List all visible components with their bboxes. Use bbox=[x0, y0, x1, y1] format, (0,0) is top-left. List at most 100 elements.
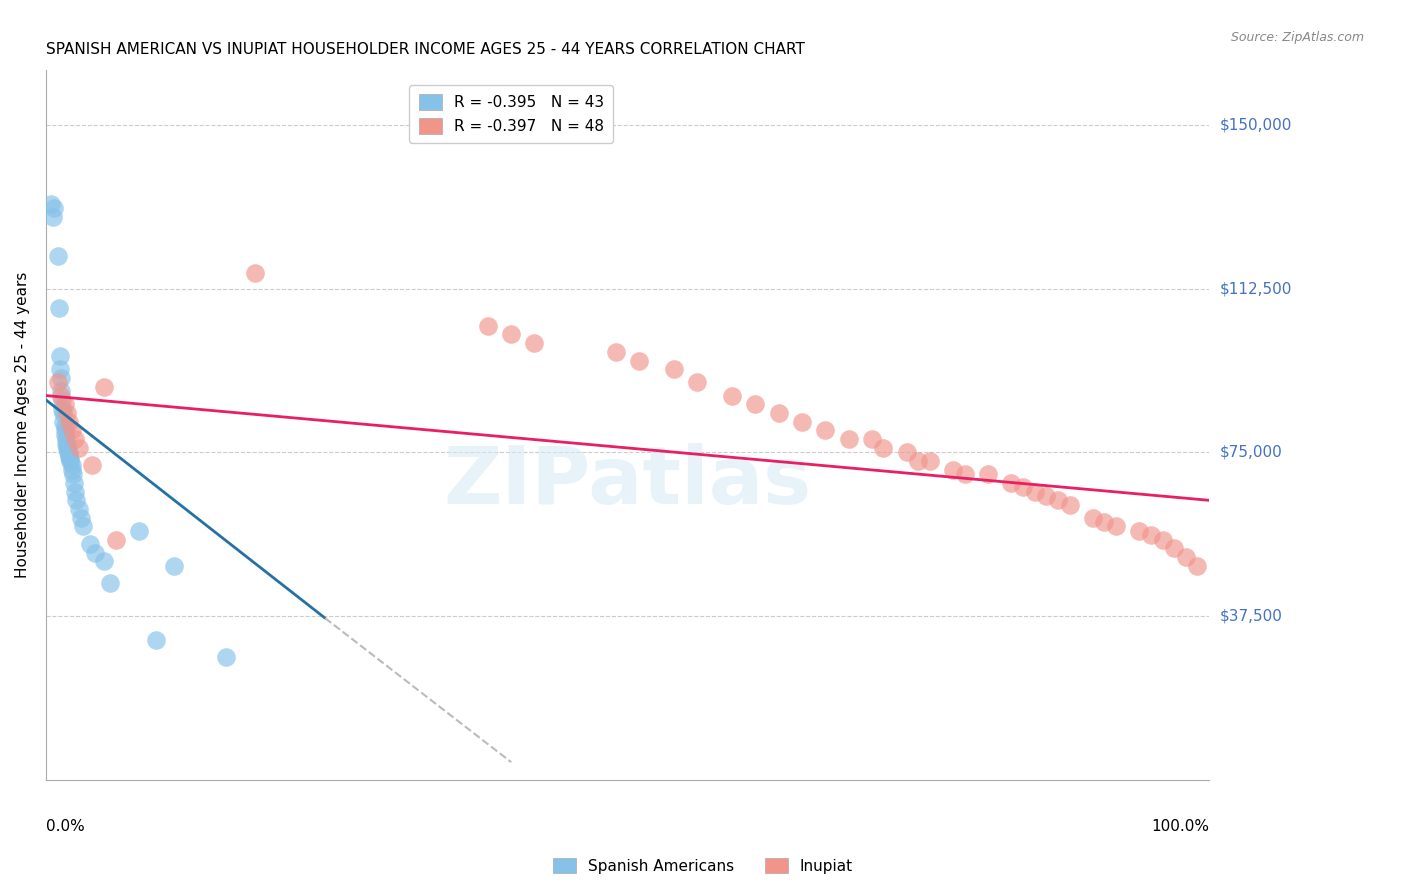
Point bbox=[1140, 528, 1163, 542]
Point bbox=[215, 650, 238, 665]
Legend: Spanish Americans, Inupiat: Spanish Americans, Inupiat bbox=[547, 852, 859, 880]
Point bbox=[1092, 515, 1115, 529]
Point bbox=[53, 424, 76, 438]
Point bbox=[46, 376, 69, 390]
Point bbox=[70, 510, 93, 524]
Point bbox=[53, 397, 76, 411]
Point bbox=[67, 502, 90, 516]
Point bbox=[82, 458, 104, 473]
Point bbox=[662, 362, 685, 376]
Legend: R = -0.395   N = 43, R = -0.397   N = 48: R = -0.395 N = 43, R = -0.397 N = 48 bbox=[409, 85, 613, 143]
Text: 0.0%: 0.0% bbox=[46, 819, 84, 834]
Point bbox=[605, 345, 627, 359]
Point bbox=[860, 432, 883, 446]
Point bbox=[686, 376, 709, 390]
Point bbox=[56, 443, 79, 458]
Point bbox=[93, 380, 115, 394]
Point bbox=[56, 406, 79, 420]
Point bbox=[58, 415, 80, 429]
Point bbox=[1012, 480, 1035, 494]
Point bbox=[953, 467, 976, 482]
Point bbox=[56, 439, 79, 453]
Point bbox=[1059, 498, 1081, 512]
Point bbox=[628, 353, 651, 368]
Point bbox=[65, 493, 87, 508]
Point bbox=[49, 384, 72, 399]
Point bbox=[51, 401, 73, 416]
Point bbox=[1128, 524, 1150, 538]
Point bbox=[67, 441, 90, 455]
Text: 100.0%: 100.0% bbox=[1152, 819, 1209, 834]
Point bbox=[51, 392, 73, 407]
Point bbox=[977, 467, 1000, 482]
Point bbox=[1000, 475, 1022, 490]
Point bbox=[63, 432, 86, 446]
Point bbox=[838, 432, 860, 446]
Point bbox=[53, 427, 76, 442]
Point bbox=[58, 450, 80, 464]
Point bbox=[39, 196, 62, 211]
Point bbox=[55, 436, 77, 450]
Point bbox=[49, 388, 72, 402]
Point bbox=[79, 537, 101, 551]
Point bbox=[63, 475, 86, 490]
Point bbox=[59, 451, 82, 466]
Point bbox=[56, 445, 79, 459]
Point bbox=[1046, 493, 1069, 508]
Point bbox=[63, 484, 86, 499]
Point bbox=[42, 201, 65, 215]
Y-axis label: Householder Income Ages 25 - 44 years: Householder Income Ages 25 - 44 years bbox=[15, 272, 30, 578]
Text: $112,500: $112,500 bbox=[1220, 281, 1292, 296]
Point bbox=[872, 441, 894, 455]
Point bbox=[49, 371, 72, 385]
Point bbox=[501, 327, 523, 342]
Point bbox=[896, 445, 918, 459]
Point bbox=[1174, 549, 1197, 564]
Point bbox=[83, 546, 105, 560]
Point bbox=[1035, 489, 1057, 503]
Point bbox=[72, 519, 94, 533]
Point bbox=[56, 441, 79, 455]
Text: ZIPatlas: ZIPatlas bbox=[443, 442, 811, 521]
Text: $75,000: $75,000 bbox=[1220, 445, 1282, 459]
Point bbox=[1081, 510, 1104, 524]
Point bbox=[48, 301, 70, 316]
Point bbox=[58, 448, 80, 462]
Point bbox=[60, 458, 83, 473]
Point bbox=[98, 576, 121, 591]
Point bbox=[477, 318, 499, 333]
Point bbox=[1163, 541, 1185, 556]
Point bbox=[523, 336, 546, 351]
Point bbox=[1105, 519, 1128, 533]
Text: $37,500: $37,500 bbox=[1220, 608, 1284, 624]
Text: $150,000: $150,000 bbox=[1220, 118, 1292, 133]
Point bbox=[60, 424, 83, 438]
Point bbox=[93, 554, 115, 568]
Point bbox=[42, 210, 65, 224]
Point bbox=[744, 397, 766, 411]
Point bbox=[163, 558, 186, 573]
Point bbox=[1187, 558, 1209, 573]
Point bbox=[1152, 533, 1174, 547]
Point bbox=[145, 632, 167, 647]
Point bbox=[60, 463, 83, 477]
Point bbox=[49, 362, 72, 376]
Point bbox=[918, 454, 941, 468]
Point bbox=[104, 533, 127, 547]
Point bbox=[790, 415, 813, 429]
Point bbox=[59, 454, 82, 468]
Point bbox=[245, 266, 267, 280]
Point bbox=[1024, 484, 1046, 499]
Point bbox=[62, 467, 84, 482]
Point bbox=[768, 406, 790, 420]
Point bbox=[907, 454, 929, 468]
Point bbox=[52, 406, 75, 420]
Point bbox=[49, 349, 72, 363]
Point bbox=[46, 249, 69, 263]
Point bbox=[942, 463, 965, 477]
Point bbox=[128, 524, 150, 538]
Point bbox=[814, 424, 837, 438]
Point bbox=[53, 419, 76, 434]
Text: Source: ZipAtlas.com: Source: ZipAtlas.com bbox=[1230, 31, 1364, 45]
Text: SPANISH AMERICAN VS INUPIAT HOUSEHOLDER INCOME AGES 25 - 44 YEARS CORRELATION CH: SPANISH AMERICAN VS INUPIAT HOUSEHOLDER … bbox=[46, 42, 804, 57]
